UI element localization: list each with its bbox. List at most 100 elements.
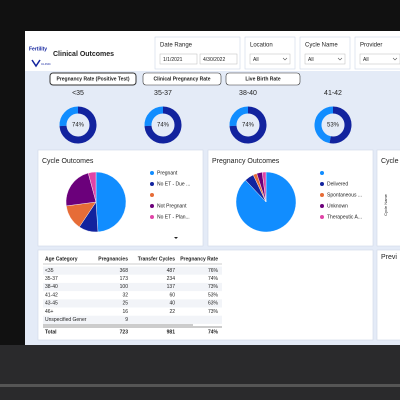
filter-label: Cycle Name <box>305 43 338 49</box>
filter-value: All <box>363 57 369 63</box>
table-cell: 40 <box>169 301 175 307</box>
panel-title: Cycle Outcomes <box>42 158 94 165</box>
table-cell: 173 <box>120 276 129 282</box>
panel <box>37 249 374 341</box>
legend-swatch <box>320 193 324 197</box>
filter-label: Provider <box>360 43 382 49</box>
filter-input[interactable] <box>249 53 291 65</box>
laptop-base <box>0 345 400 400</box>
scrollbar <box>43 324 193 326</box>
panel-title: Pregnancy Outcomes <box>212 158 280 165</box>
table-cell: 137 <box>167 284 176 290</box>
filter-input[interactable] <box>359 53 400 65</box>
filter-input[interactable] <box>159 53 198 65</box>
donut-value: 74% <box>72 123 85 129</box>
legend-more <box>174 237 178 239</box>
table-cell: 63% <box>208 301 219 307</box>
legend-swatch <box>320 215 324 219</box>
tab-label[interactable]: Live Birth Rate <box>245 76 281 82</box>
total-cell: Total <box>45 329 57 335</box>
table-cell: 73% <box>208 309 219 315</box>
panel-title: Cycle <box>381 158 399 165</box>
table-cell: 25 <box>122 301 128 307</box>
donut-value: 74% <box>242 123 255 129</box>
donut-arc <box>329 106 352 144</box>
legend-label: Not Pregnant <box>157 203 187 209</box>
chevron <box>337 57 343 61</box>
donut-rest <box>314 106 334 144</box>
filter-value: All <box>308 57 314 63</box>
table-cell: 16 <box>122 309 128 315</box>
legend-swatch <box>150 182 154 186</box>
row-band <box>43 282 222 292</box>
donut-rest <box>229 106 249 127</box>
column-header: Age Category <box>45 256 78 262</box>
donut-rest <box>144 106 164 127</box>
filter-input[interactable] <box>199 53 238 65</box>
logo: Fertility <box>29 46 47 52</box>
tab[interactable] <box>142 72 222 86</box>
row-band <box>43 299 222 308</box>
row-band <box>43 266 222 275</box>
legend-label: Pregnant <box>157 170 178 176</box>
table-cell: 32 <box>122 292 128 298</box>
legend-swatch <box>320 182 324 186</box>
donut-value: 53% <box>327 123 340 129</box>
filter-value: All <box>253 57 259 63</box>
donut-rest <box>59 106 79 127</box>
table-cell: 74% <box>208 276 219 282</box>
column-header: Pregnancy Rate <box>180 256 218 262</box>
table-cell: 368 <box>120 268 129 274</box>
row-band <box>43 315 222 324</box>
pie-slice <box>87 171 97 203</box>
table-cell: <35 <box>45 268 54 274</box>
table-cell: 43-45 <box>45 301 58 307</box>
legend-label: Therapeutic A... <box>327 214 362 220</box>
legend-swatch <box>150 171 154 175</box>
table-cell: 38-40 <box>45 284 58 290</box>
donut-arc <box>229 106 267 144</box>
tab-label[interactable]: Pregnancy Rate (Positive Test) <box>57 76 130 82</box>
legend-label: No ET - Due ... <box>157 181 190 187</box>
table-cell: 234 <box>167 276 176 282</box>
laptop-edge <box>0 384 400 387</box>
tab[interactable] <box>49 72 137 86</box>
tab[interactable] <box>225 72 301 86</box>
table-cell: 22 <box>169 309 175 315</box>
filter-label: Date Range <box>160 43 193 49</box>
donut-label: 41-42 <box>324 90 342 97</box>
tab-label[interactable]: Clinical Pregnancy Rate <box>154 76 211 82</box>
donut-label: 38-40 <box>239 90 257 97</box>
axis-label: Cycle Name <box>383 193 388 216</box>
table-cell: 73% <box>208 284 219 290</box>
table-cell: 487 <box>167 268 176 274</box>
legend-swatch <box>320 171 324 175</box>
pie-slice <box>95 171 127 233</box>
total-cell: 981 <box>167 329 176 335</box>
table-cell: 60 <box>169 292 175 298</box>
chevron <box>392 57 398 61</box>
table-cell: 53% <box>208 292 219 298</box>
panel-title: Previ <box>381 254 397 261</box>
table-cell: 41-42 <box>45 292 58 298</box>
donut-label: <35 <box>72 90 84 97</box>
panel <box>376 249 400 341</box>
pie-slice <box>262 171 267 203</box>
legend-swatch <box>150 215 154 219</box>
legend-label: No ET - Plan... <box>157 214 190 220</box>
chevron <box>282 57 288 61</box>
table-cell: Unspecified Gener <box>45 317 87 323</box>
donut-arc <box>59 106 97 144</box>
legend-label: Spontaneous ... <box>327 192 362 198</box>
table-cell: 35-37 <box>45 276 58 282</box>
donut-label: 35-37 <box>154 90 172 97</box>
logo-icon <box>31 59 41 68</box>
pie-slice <box>65 172 97 207</box>
panel <box>376 149 400 247</box>
table-cell: 76% <box>208 268 219 274</box>
filter-value: 4/30/2022 <box>203 57 225 63</box>
legend-swatch <box>150 204 154 208</box>
filter-input[interactable] <box>304 53 346 65</box>
table-cell: 9 <box>125 317 128 323</box>
